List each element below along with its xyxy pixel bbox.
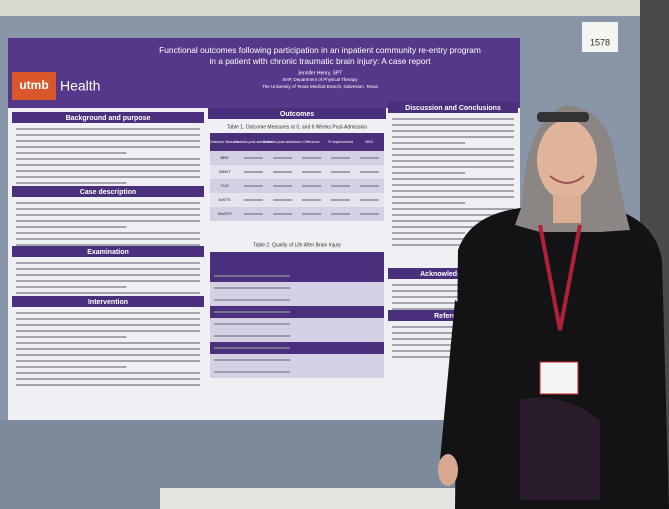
table-header-cell: 0 weeks post-admission xyxy=(234,140,272,144)
section-heading-bar xyxy=(12,296,204,307)
section-heading-bar xyxy=(12,246,204,257)
table2-row xyxy=(210,318,384,330)
table-title: Table 1. Outcome Measures at 0, and 6 We… xyxy=(227,124,367,130)
logo-text: utmb xyxy=(19,78,48,92)
section-heading: Discussion and Conclusions xyxy=(405,105,501,112)
table-row xyxy=(210,179,384,193)
left-column: Background and purpose Case description Ex… xyxy=(12,112,204,386)
section-heading-bar xyxy=(388,102,518,113)
section-heading-bar xyxy=(12,112,204,123)
table-row xyxy=(210,207,384,221)
section-heading: Case description xyxy=(80,189,136,196)
neck xyxy=(553,195,581,223)
poster-title: in a patient with chronic traumatic brai… xyxy=(209,56,431,66)
right-column: Discussion and Conclusions Acknowledgemen… xyxy=(388,102,518,358)
row-label: 30sSTS xyxy=(217,211,232,216)
booth-number: 1578 xyxy=(590,37,610,47)
row-label: 2MWT xyxy=(219,169,231,174)
table-row xyxy=(210,165,384,179)
author: Jennifer Henry, SPT xyxy=(298,70,343,76)
section-heading-bar xyxy=(12,186,204,197)
affiliation: SHP, Department of Physical Therapy xyxy=(282,77,358,82)
face xyxy=(537,120,597,200)
booth-card xyxy=(582,22,618,52)
table-header-cell: MDC xyxy=(365,140,374,144)
section-heading: Examination xyxy=(87,249,129,256)
section-heading: Intervention xyxy=(88,299,128,306)
row-label: BBS xyxy=(220,155,228,160)
logo-mark xyxy=(12,72,56,100)
table-row xyxy=(210,151,384,165)
table2-row xyxy=(210,330,384,342)
floral-top xyxy=(520,397,600,500)
sunglasses xyxy=(537,112,589,122)
logo-name: Health xyxy=(60,78,100,94)
table-header-bg xyxy=(210,133,384,151)
torso xyxy=(455,208,669,509)
table2-row xyxy=(210,270,384,282)
table-header-cell: Outcome Measure xyxy=(210,140,240,144)
row-label: 5xSTS xyxy=(218,197,230,202)
table2-row xyxy=(210,294,384,306)
table-header-cell: Difference xyxy=(303,140,319,144)
smile xyxy=(549,175,585,184)
section-heading-bar xyxy=(208,108,386,119)
table2-row xyxy=(210,366,384,378)
section-heading: Acknowledgements xyxy=(420,271,486,278)
table-header-cell: % Improvement xyxy=(328,140,353,144)
section-heading-bar xyxy=(388,268,518,279)
hand xyxy=(438,454,458,486)
table2-row xyxy=(210,342,384,354)
badge xyxy=(539,361,579,395)
left-arm xyxy=(440,300,480,470)
table2-row xyxy=(210,282,384,294)
section-heading: References xyxy=(434,313,472,320)
table2-row xyxy=(210,306,384,318)
institution: The University of Texas Medical Branch, … xyxy=(262,84,379,89)
table2-header-bg xyxy=(210,252,384,270)
middle-column: Outcomes Table 1. Outcome Measures at 0, … xyxy=(208,108,386,378)
poster-title: Functional outcomes following participat… xyxy=(159,45,481,55)
table-row xyxy=(210,193,384,207)
table-title: Table 2. Quality of Life After Brain Inj… xyxy=(253,242,341,248)
table2-row xyxy=(210,354,384,366)
section-heading-bar xyxy=(388,310,518,321)
poster-header xyxy=(8,38,520,108)
ceiling-strip xyxy=(0,0,669,16)
person xyxy=(438,105,669,509)
table-header-cell: 6 weeks post-admission xyxy=(263,140,301,144)
section-heading: Background and purpose xyxy=(66,115,151,122)
row-label: TUG xyxy=(220,183,228,188)
section-heading: Outcomes xyxy=(280,111,314,118)
floor xyxy=(160,488,460,509)
lanyard xyxy=(538,224,582,331)
